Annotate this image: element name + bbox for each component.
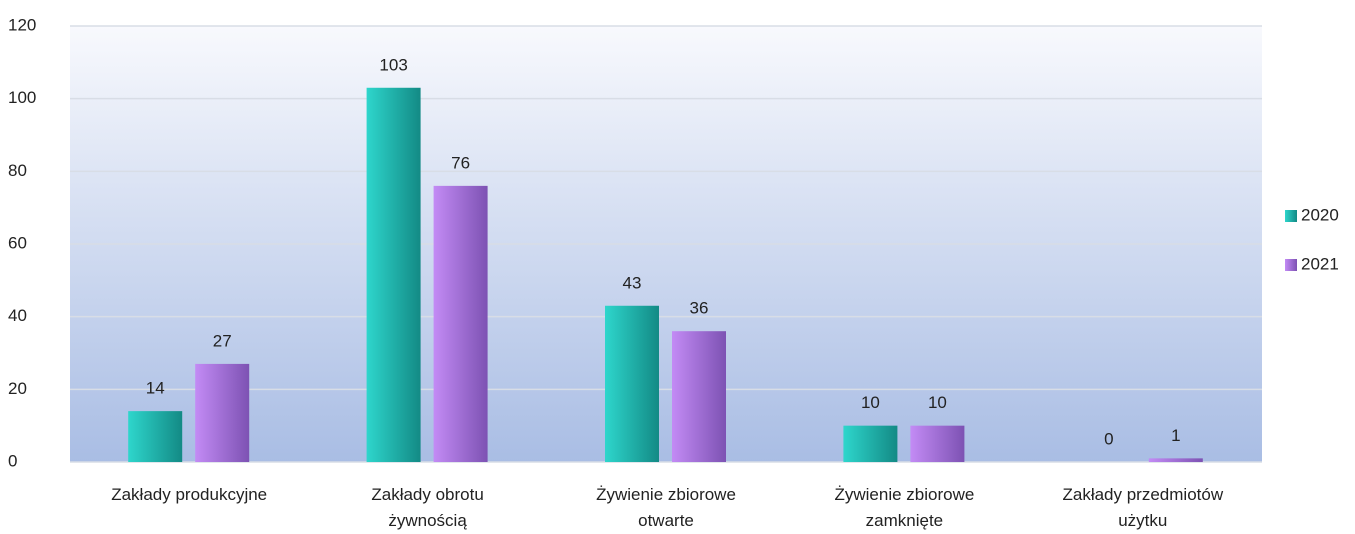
- bar: [910, 425, 965, 462]
- data-label: 10: [928, 393, 947, 412]
- bar: [128, 411, 183, 462]
- data-label: 27: [213, 331, 232, 350]
- x-tick-label: Zakłady produkcyjne: [111, 485, 268, 504]
- y-tick-label: 40: [8, 306, 27, 325]
- bar: [843, 425, 898, 462]
- x-tick-label: Zakłady przedmiotów użytku: [1062, 485, 1224, 530]
- legend-swatch: [1285, 210, 1297, 222]
- legend-label: 2020: [1301, 205, 1339, 224]
- bar: [195, 363, 250, 462]
- y-tick-label: 120: [8, 15, 36, 34]
- x-tick-label: Żywienie zbiorowe zamknięte: [834, 485, 975, 530]
- y-tick-label: 0: [8, 451, 17, 470]
- bar: [433, 185, 488, 462]
- data-label: 14: [146, 379, 165, 398]
- data-label: 43: [623, 273, 642, 292]
- y-tick-label: 80: [8, 161, 27, 180]
- bar: [672, 331, 726, 462]
- legend-label: 2021: [1301, 254, 1339, 273]
- bar: [605, 305, 659, 462]
- data-label: 0: [1104, 429, 1113, 448]
- y-tick-label: 20: [8, 379, 27, 398]
- data-label: 1: [1171, 426, 1180, 445]
- data-label: 103: [379, 55, 407, 74]
- x-tick-label: Zakłady obrotu żywnością: [371, 485, 484, 530]
- data-label: 76: [451, 153, 470, 172]
- bar: [366, 87, 421, 463]
- legend-swatch: [1285, 259, 1297, 271]
- data-label: 10: [861, 393, 880, 412]
- x-tick-label: Żywienie zbiorowe otwarte: [596, 485, 736, 530]
- data-label: 36: [690, 299, 709, 318]
- y-tick-label: 60: [8, 233, 27, 252]
- bar: [1148, 458, 1203, 462]
- y-tick-label: 100: [8, 88, 36, 107]
